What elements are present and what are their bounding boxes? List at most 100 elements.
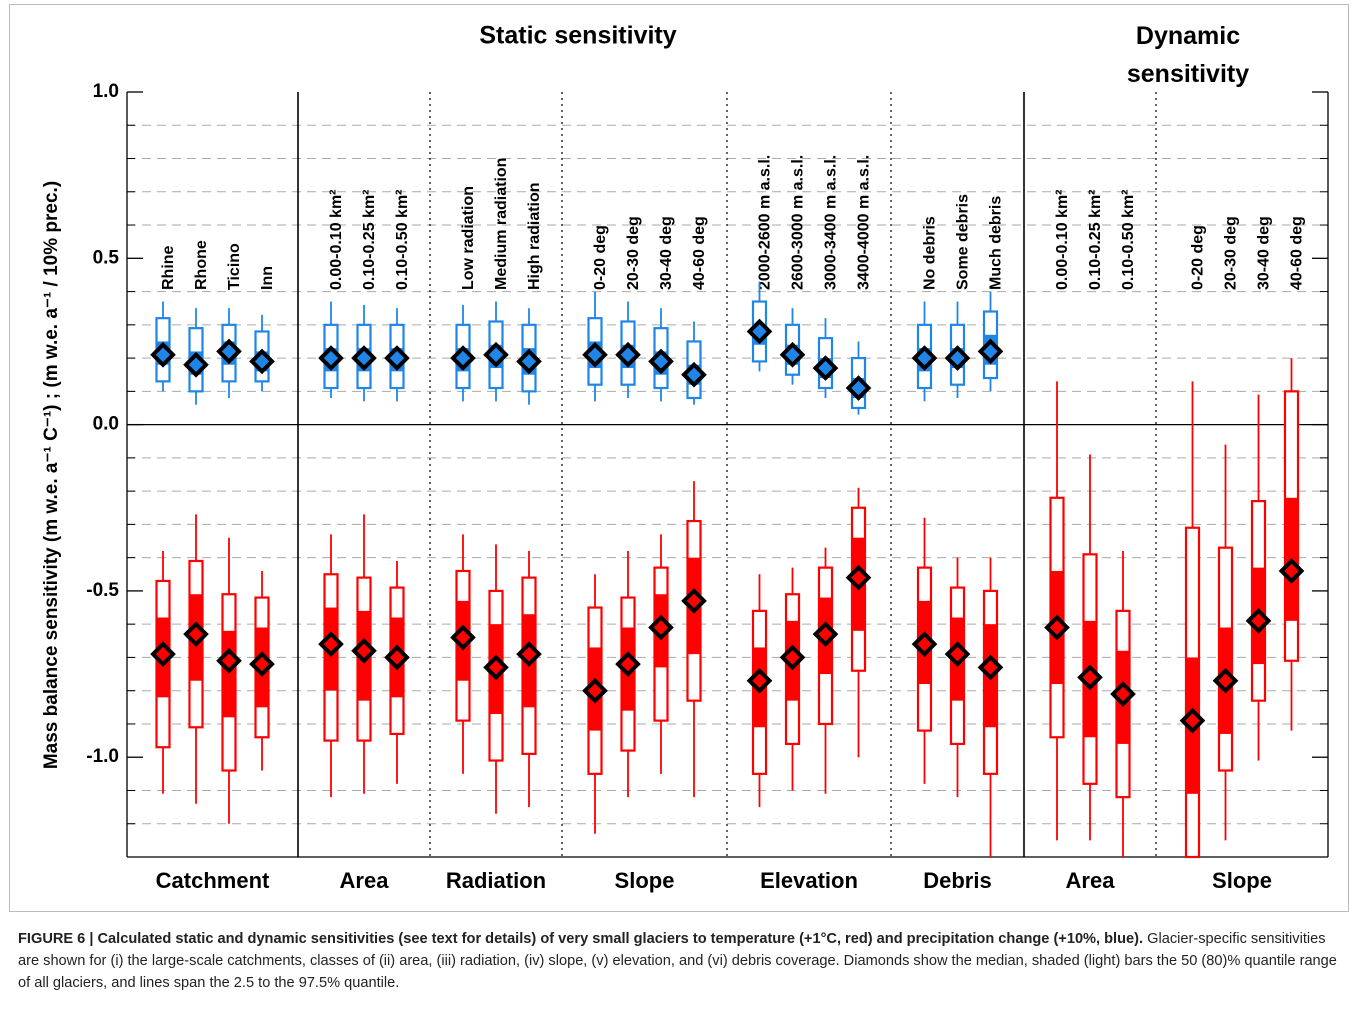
caption-bold: FIGURE 6 | Calculated static and dynamic… bbox=[18, 931, 1144, 947]
median bbox=[318, 345, 344, 371]
median bbox=[681, 588, 707, 614]
group-label: Debris bbox=[923, 868, 991, 893]
median bbox=[681, 361, 707, 388]
group-label: Radiation bbox=[446, 868, 546, 893]
category-label: 0.10-0.25 km² bbox=[361, 189, 378, 290]
category-label: 20-30 deg bbox=[625, 216, 642, 290]
median bbox=[845, 564, 872, 591]
median bbox=[216, 647, 242, 674]
group-label: Elevation bbox=[760, 868, 858, 893]
category-label: 30-40 deg bbox=[1256, 216, 1273, 290]
category-label: Low radiation bbox=[460, 186, 477, 290]
median bbox=[249, 348, 275, 375]
median bbox=[615, 651, 641, 677]
median bbox=[483, 341, 509, 368]
category-label: 30-40 deg bbox=[658, 216, 675, 290]
box-50 bbox=[221, 630, 237, 718]
median bbox=[648, 614, 674, 641]
group-label: Slope bbox=[615, 868, 675, 893]
median bbox=[779, 341, 806, 368]
category-label: 40-60 deg bbox=[1289, 216, 1306, 290]
category-label: 0-20 deg bbox=[592, 225, 609, 290]
median bbox=[516, 641, 542, 667]
category-label: 0.00-0.10 km² bbox=[328, 189, 345, 290]
median bbox=[1077, 664, 1103, 691]
median bbox=[944, 641, 971, 667]
median bbox=[911, 345, 938, 371]
median bbox=[648, 348, 674, 375]
category-label: 0.10-0.25 km² bbox=[1087, 189, 1104, 290]
median bbox=[483, 654, 509, 681]
caption-text: Glacier-specific sensitivities are shown… bbox=[18, 931, 1337, 991]
group-label: Area bbox=[1066, 868, 1116, 893]
median bbox=[516, 348, 542, 375]
median bbox=[1245, 608, 1272, 634]
median bbox=[384, 644, 410, 671]
median bbox=[1179, 707, 1206, 734]
category-label: 2600-3000 m a.s.l. bbox=[790, 155, 807, 290]
median bbox=[812, 621, 839, 647]
category-label: Rhine bbox=[160, 245, 177, 290]
group-label: Area bbox=[340, 868, 390, 893]
median bbox=[977, 338, 1004, 365]
median bbox=[845, 375, 872, 401]
y-tick-label: -1.0 bbox=[86, 746, 119, 767]
median bbox=[318, 631, 344, 657]
dynamic-title: Dynamic sensitivity bbox=[1127, 22, 1249, 88]
y-tick-label: 1.0 bbox=[93, 81, 119, 102]
category-label: 3400-4000 m a.s.l. bbox=[856, 155, 873, 290]
y-axis-label: Mass balance sensitivity (m w.e. a⁻¹ C⁻¹… bbox=[41, 181, 62, 769]
median bbox=[450, 624, 476, 651]
category-label: 40-60 deg bbox=[691, 216, 708, 290]
category-label: 0.10-0.50 km² bbox=[1120, 189, 1137, 290]
median bbox=[351, 637, 377, 664]
median bbox=[351, 345, 377, 371]
median bbox=[1044, 614, 1070, 641]
category-label: Medium radiation bbox=[493, 158, 510, 290]
category-label: No debris bbox=[922, 216, 939, 290]
median bbox=[812, 355, 839, 381]
category-label: 20-30 deg bbox=[1223, 216, 1240, 290]
category-label: Some debris bbox=[955, 194, 972, 290]
category-label: 0-20 deg bbox=[1190, 225, 1207, 290]
median bbox=[615, 341, 641, 368]
median bbox=[150, 641, 176, 667]
frame bbox=[9, 4, 1349, 912]
category-label: Much debris bbox=[988, 196, 1005, 290]
median bbox=[746, 318, 773, 345]
median bbox=[779, 644, 806, 671]
median bbox=[1110, 681, 1136, 707]
median bbox=[582, 677, 608, 704]
category-label: Rhone bbox=[193, 240, 210, 290]
median bbox=[944, 345, 971, 371]
category-label: 0.00-0.10 km² bbox=[1054, 189, 1071, 290]
group-label: Slope bbox=[1212, 868, 1272, 893]
category-label: Ticino bbox=[226, 243, 243, 290]
median bbox=[582, 341, 608, 368]
median bbox=[183, 621, 209, 647]
median bbox=[911, 631, 938, 657]
static-title: Static sensitivity bbox=[479, 22, 676, 50]
chart: Static sensitivity Mass balance sensitiv… bbox=[9, 4, 1349, 912]
category-label: 3000-3400 m a.s.l. bbox=[823, 155, 840, 290]
category-label: 0.10-0.50 km² bbox=[394, 189, 411, 290]
category-label: High radiation bbox=[526, 182, 543, 290]
y-tick-label: 0.0 bbox=[93, 414, 119, 435]
median bbox=[384, 345, 410, 371]
median bbox=[216, 338, 242, 365]
median bbox=[746, 667, 773, 694]
category-label: 2000-2600 m a.s.l. bbox=[757, 155, 774, 290]
y-tick-label: -0.5 bbox=[86, 580, 119, 601]
category-label: Inn bbox=[259, 266, 276, 290]
median bbox=[183, 351, 209, 378]
median bbox=[249, 651, 275, 677]
median bbox=[150, 341, 176, 368]
caption: FIGURE 6 | Calculated static and dynamic… bbox=[18, 928, 1343, 994]
median bbox=[1278, 558, 1305, 584]
median bbox=[977, 654, 1004, 681]
group-label: Catchment bbox=[156, 868, 270, 893]
median bbox=[450, 345, 476, 371]
y-tick-label: 0.5 bbox=[93, 247, 120, 268]
median bbox=[1212, 667, 1239, 694]
